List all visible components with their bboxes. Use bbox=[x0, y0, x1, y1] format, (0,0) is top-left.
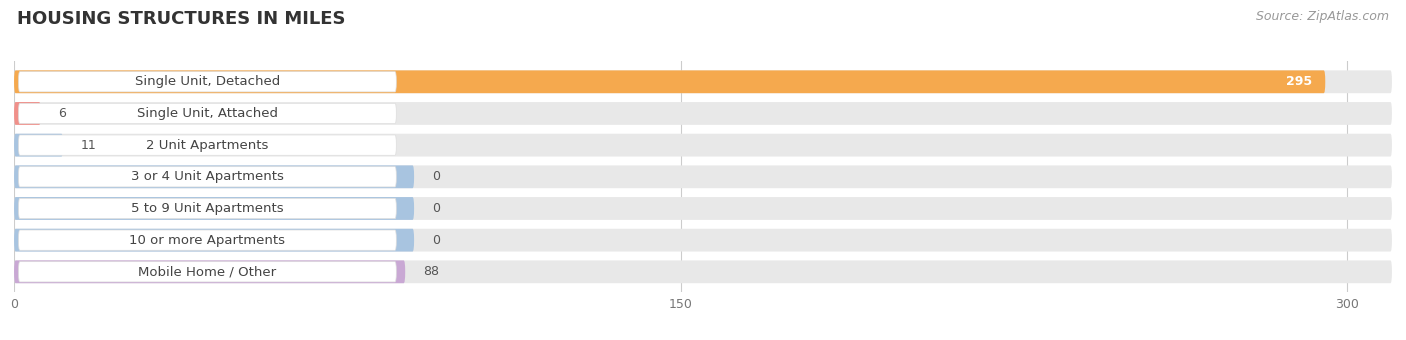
Text: Mobile Home / Other: Mobile Home / Other bbox=[138, 265, 277, 278]
FancyBboxPatch shape bbox=[18, 103, 396, 124]
Text: HOUSING STRUCTURES IN MILES: HOUSING STRUCTURES IN MILES bbox=[17, 10, 346, 28]
Text: 5 to 9 Unit Apartments: 5 to 9 Unit Apartments bbox=[131, 202, 284, 215]
FancyBboxPatch shape bbox=[18, 198, 396, 219]
FancyBboxPatch shape bbox=[18, 167, 396, 187]
Text: 0: 0 bbox=[432, 202, 440, 215]
FancyBboxPatch shape bbox=[14, 229, 1392, 252]
Text: 0: 0 bbox=[432, 170, 440, 183]
FancyBboxPatch shape bbox=[18, 230, 396, 250]
Text: Single Unit, Attached: Single Unit, Attached bbox=[136, 107, 278, 120]
Text: Source: ZipAtlas.com: Source: ZipAtlas.com bbox=[1256, 10, 1389, 23]
FancyBboxPatch shape bbox=[14, 260, 1392, 283]
Text: 6: 6 bbox=[59, 107, 66, 120]
FancyBboxPatch shape bbox=[18, 135, 396, 155]
FancyBboxPatch shape bbox=[14, 70, 1326, 93]
FancyBboxPatch shape bbox=[14, 229, 415, 252]
FancyBboxPatch shape bbox=[18, 72, 396, 92]
FancyBboxPatch shape bbox=[18, 262, 396, 282]
Text: 295: 295 bbox=[1286, 75, 1312, 88]
Text: 11: 11 bbox=[80, 139, 97, 152]
FancyBboxPatch shape bbox=[14, 197, 415, 220]
Text: Single Unit, Detached: Single Unit, Detached bbox=[135, 75, 280, 88]
Text: 88: 88 bbox=[423, 265, 439, 278]
FancyBboxPatch shape bbox=[14, 165, 415, 188]
Text: 3 or 4 Unit Apartments: 3 or 4 Unit Apartments bbox=[131, 170, 284, 183]
FancyBboxPatch shape bbox=[14, 134, 1392, 156]
Text: 10 or more Apartments: 10 or more Apartments bbox=[129, 234, 285, 246]
Text: 0: 0 bbox=[432, 234, 440, 246]
FancyBboxPatch shape bbox=[14, 70, 1392, 93]
FancyBboxPatch shape bbox=[14, 102, 41, 125]
FancyBboxPatch shape bbox=[14, 260, 405, 283]
FancyBboxPatch shape bbox=[14, 102, 1392, 125]
FancyBboxPatch shape bbox=[14, 134, 63, 156]
FancyBboxPatch shape bbox=[14, 165, 1392, 188]
Text: 2 Unit Apartments: 2 Unit Apartments bbox=[146, 139, 269, 152]
FancyBboxPatch shape bbox=[14, 197, 1392, 220]
